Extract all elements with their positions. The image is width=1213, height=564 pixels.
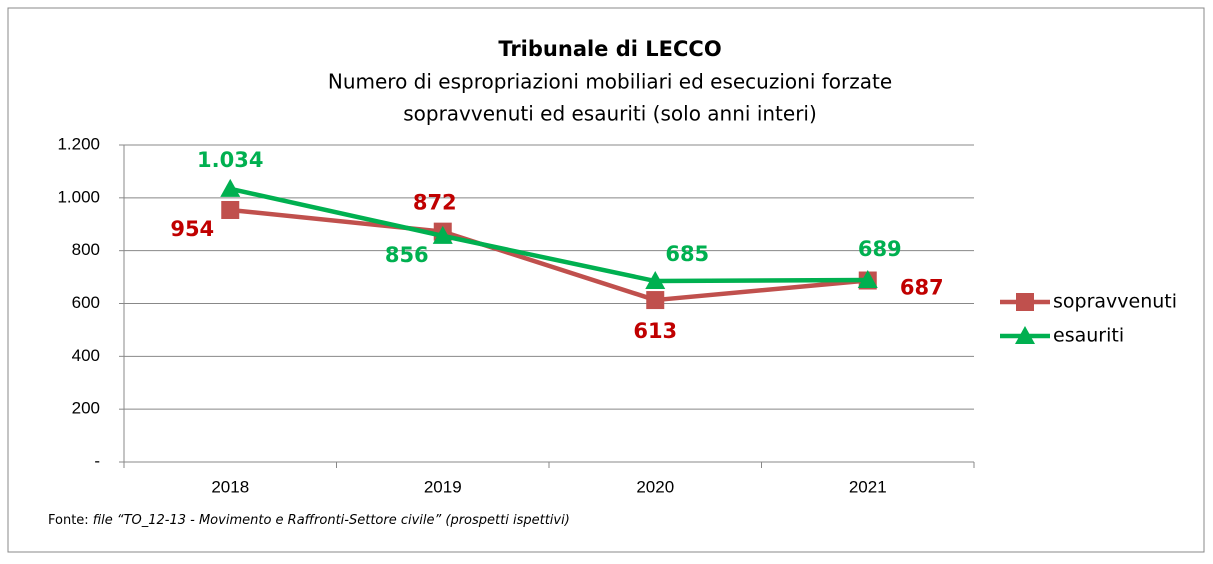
data-label: 954 xyxy=(170,217,214,241)
legend-marker xyxy=(1016,293,1034,311)
legend-label: esauriti xyxy=(1053,325,1124,347)
data-label: 613 xyxy=(633,319,677,343)
chart-frame xyxy=(7,7,1205,553)
data-label: 1.034 xyxy=(197,148,263,172)
data-label: 856 xyxy=(385,243,429,267)
y-tick-label: 400 xyxy=(72,346,100,365)
legend-marker xyxy=(1015,326,1035,344)
y-tick-label: 600 xyxy=(72,293,100,312)
data-label: 685 xyxy=(665,242,709,266)
x-tick-label: 2021 xyxy=(849,477,887,496)
series-line xyxy=(229,186,868,284)
data-point xyxy=(432,225,453,244)
data-point xyxy=(220,178,241,197)
source-label: Fonte: xyxy=(48,513,89,528)
y-tick-label: - xyxy=(94,451,100,470)
data-label: 872 xyxy=(413,191,457,215)
source-note: Fonte: file “TO_12-13 - Movimento e Raffr… xyxy=(48,513,570,528)
chart-subtitle: sopravvenuti ed esauriti (solo anni inte… xyxy=(403,102,817,126)
y-tick-label: 200 xyxy=(72,399,100,418)
chart-subtitle: Numero di espropriazioni mobiliari ed es… xyxy=(328,70,892,94)
data-point xyxy=(646,291,665,310)
y-tick-label: 1.200 xyxy=(57,134,100,153)
data-point xyxy=(857,269,878,288)
x-tick-label: 2020 xyxy=(636,477,674,496)
x-tick-label: 2019 xyxy=(424,477,462,496)
y-tick-label: 800 xyxy=(72,240,100,259)
data-label: 687 xyxy=(900,276,944,300)
source-text: file “TO_12-13 - Movimento e Raffronti-S… xyxy=(93,513,570,528)
y-tick-label: 1.000 xyxy=(57,187,100,206)
data-point xyxy=(645,271,666,290)
data-point xyxy=(221,200,240,219)
series-line xyxy=(230,207,868,303)
chart-title: Tribunale di LECCO xyxy=(498,37,721,61)
data-label: 689 xyxy=(858,237,902,261)
x-tick-label: 2018 xyxy=(211,477,249,496)
legend-label: sopravvenuti xyxy=(1053,291,1177,313)
